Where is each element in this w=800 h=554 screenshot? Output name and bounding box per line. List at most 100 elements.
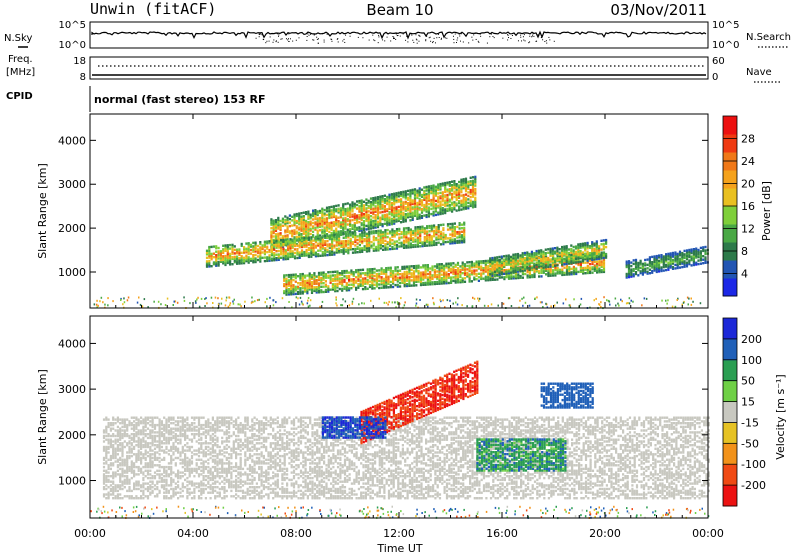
power-cell	[394, 269, 397, 273]
power-cell	[333, 235, 336, 239]
power-cell	[310, 286, 314, 289]
power-cell	[393, 215, 396, 218]
power-cell	[409, 215, 412, 218]
power-cell	[408, 275, 411, 279]
power-cell	[335, 217, 338, 220]
nsearch-dot	[536, 40, 538, 42]
power-cell	[685, 252, 689, 256]
power-cell	[390, 201, 393, 205]
power-cell	[537, 253, 540, 256]
velocity-cell	[105, 469, 108, 472]
power-noise	[164, 304, 167, 306]
power-cell	[398, 241, 401, 245]
power-cell	[398, 236, 401, 239]
power-noise	[452, 302, 454, 305]
power-cell	[386, 208, 389, 211]
power-cell	[393, 235, 396, 238]
power-cell	[215, 259, 218, 262]
power-noise	[632, 300, 634, 303]
power-cell	[442, 242, 445, 246]
power-cell	[412, 238, 415, 242]
power-cell	[461, 279, 464, 282]
power-cell	[334, 279, 337, 282]
power-cell	[561, 249, 564, 252]
power-cell	[449, 226, 452, 229]
power-cell	[468, 280, 471, 283]
power-cell	[307, 214, 310, 217]
power-cell	[475, 264, 478, 267]
power-cell	[383, 210, 386, 213]
power-cell	[282, 249, 285, 252]
power-cell	[469, 181, 472, 185]
power-cell	[293, 244, 297, 248]
power-cell	[351, 225, 354, 229]
power-cell	[215, 247, 218, 250]
power-cell	[301, 283, 304, 286]
power-noise	[299, 296, 302, 299]
power-cell	[430, 200, 433, 204]
power-cell	[368, 249, 371, 253]
power-cell	[296, 253, 299, 256]
power-cell	[361, 280, 365, 284]
velocity-cell	[126, 460, 129, 463]
power-cell	[392, 278, 395, 282]
power-cell	[446, 200, 449, 204]
power-cell	[368, 269, 372, 273]
power-cell	[395, 214, 398, 218]
power-cell	[315, 287, 318, 291]
power-cell	[361, 247, 364, 250]
power-cell	[341, 282, 344, 285]
power-cell	[365, 239, 368, 242]
power-cell	[460, 208, 463, 211]
power-cell	[467, 201, 470, 205]
power-cell	[366, 287, 369, 290]
power-cell	[339, 207, 342, 210]
velocity-cell	[116, 464, 119, 467]
power-cell	[434, 203, 437, 206]
power-cell	[450, 267, 453, 270]
power-cell	[375, 230, 378, 233]
power-cell	[229, 243, 232, 247]
power-cell	[444, 204, 447, 208]
power-noise	[383, 301, 386, 304]
velocity-cell	[123, 433, 126, 436]
power-cell	[308, 277, 311, 281]
power-cell	[507, 259, 510, 262]
power-noise	[562, 302, 565, 305]
power-cell	[291, 235, 294, 238]
power-noise	[307, 297, 310, 299]
power-cell	[451, 224, 454, 227]
velocity-cell	[107, 467, 110, 471]
power-cell	[287, 288, 290, 291]
power-cell	[329, 276, 332, 279]
power-cell	[373, 274, 376, 278]
power-cell	[331, 279, 334, 282]
nsearch-dot	[377, 42, 379, 44]
power-cell	[317, 239, 320, 242]
power-cell	[498, 264, 501, 267]
power-cell	[279, 225, 282, 228]
power-cell	[436, 280, 439, 284]
power-cell	[298, 237, 301, 240]
power-cell	[441, 200, 444, 203]
power-cell	[451, 201, 454, 204]
power-cell	[419, 275, 423, 278]
power-cell	[388, 197, 391, 200]
power-cell	[338, 280, 341, 284]
power-cell	[428, 242, 431, 245]
power-cell	[699, 257, 702, 260]
power-cell	[400, 217, 403, 220]
power-cell	[341, 280, 344, 283]
power-cell	[434, 210, 437, 213]
nsearch-dot	[308, 34, 310, 36]
power-cell	[561, 271, 564, 275]
power-cell	[528, 274, 531, 277]
power-cell	[300, 252, 304, 256]
power-cell	[205, 256, 209, 259]
power-cell	[433, 243, 436, 247]
velocity-cell	[126, 469, 129, 472]
colorbar-segment	[723, 206, 737, 225]
power-cell	[338, 279, 341, 282]
power-cell	[393, 240, 396, 243]
velocity-cell	[126, 465, 129, 469]
